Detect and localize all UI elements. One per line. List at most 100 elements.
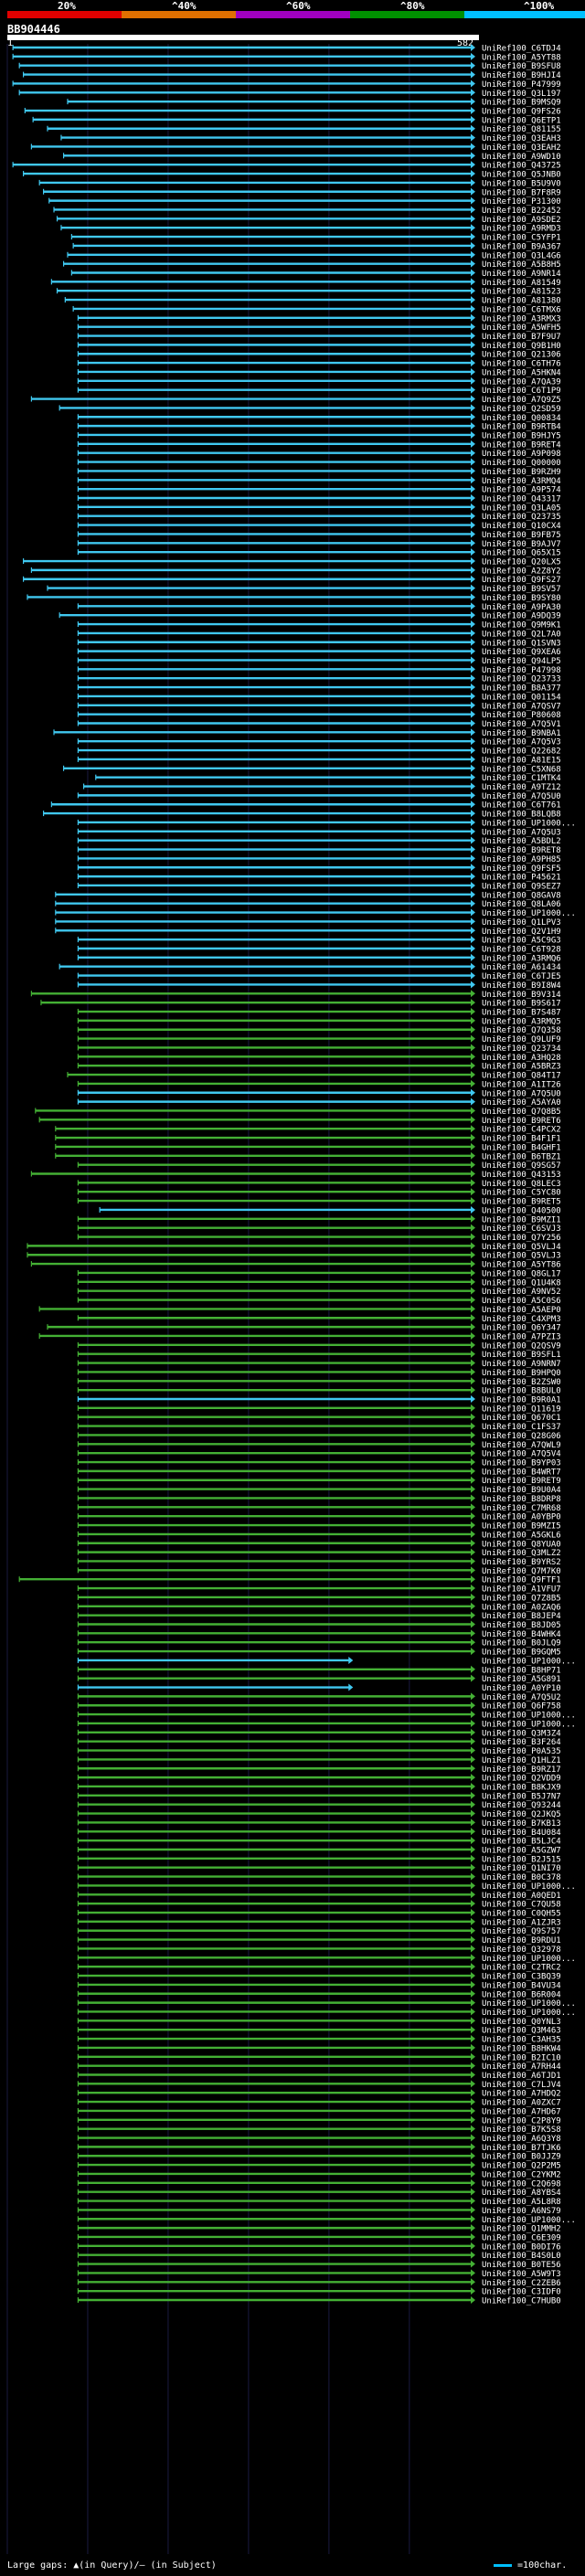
hit-arrow (471, 2017, 475, 2025)
hit-arrow (471, 1954, 475, 1962)
hit-label: UniRef100_P45621 (482, 874, 561, 883)
hit-row: UniRef100_A5C9G3 (77, 936, 561, 946)
hit-label: UniRef100_B8A377 (482, 684, 561, 694)
hit-row: UniRef100_A1IT26 (77, 1079, 561, 1089)
hit-row: UniRef100_Q43317 (77, 494, 561, 504)
hit-label: UniRef100_Q40500 (482, 1206, 561, 1215)
hit-label: UniRef100_A7Q9Z5 (482, 396, 561, 405)
hit-arrow (471, 494, 475, 502)
hit-row: UniRef100_B9I8W4 (77, 981, 561, 991)
hit-label: UniRef100_Q5JNB0 (482, 171, 561, 180)
hit-label: UniRef100_A0YBP0 (482, 1513, 561, 1522)
hit-arrow (471, 728, 475, 737)
hit-label: UniRef100_A5YT88 (482, 53, 561, 62)
hit-arrow (471, 1170, 475, 1178)
hit-arrow (471, 1800, 475, 1808)
hit-arrow (471, 2269, 475, 2277)
hit-row: UniRef100_A0ZAQ6 (77, 1602, 561, 1612)
legend-scale-text: =100char. (517, 2560, 568, 2571)
hit-arrow (471, 1557, 475, 1565)
hit-arrow (471, 2224, 475, 2232)
hit-label: UniRef100_A3RMQ4 (482, 477, 561, 486)
hit-label: UniRef100_Q93244 (482, 1801, 561, 1810)
hit-row: UniRef100_Q1U4K8 (77, 1277, 561, 1288)
hit-label: UniRef100_Q9FTF1 (482, 1576, 561, 1585)
hit-arrow (471, 755, 475, 763)
hit-arrow (471, 1809, 475, 1818)
hit-row: UniRef100_C2ZEB6 (77, 2278, 561, 2288)
hit-row: UniRef100_B2IC10 (77, 2052, 561, 2062)
hit-row: UniRef100_C6T761 (50, 800, 561, 811)
hit-row: UniRef100_A5AEP0 (38, 1305, 561, 1315)
hit-arrow (471, 638, 475, 646)
hit-arrow (471, 1485, 475, 1493)
hit-label: UniRef100_C2ZEB6 (482, 2279, 561, 2288)
hit-row: UniRef100_A81523 (56, 287, 561, 297)
hit-label: UniRef100_B7F8R9 (482, 188, 561, 197)
hit-arrow (348, 1656, 354, 1664)
hit-arrow (471, 323, 475, 331)
hit-label: UniRef100_B9MSQ9 (482, 99, 561, 108)
hit-label: UniRef100_A1ZJR3 (482, 1918, 561, 1927)
hit-arrow (471, 2052, 475, 2061)
hit-row: UniRef100_C6TH76 (77, 359, 561, 369)
hit-label: UniRef100_A9P574 (482, 486, 561, 495)
hit-arrow (471, 1765, 475, 1773)
hit-arrow (471, 260, 475, 268)
hit-row: UniRef100_B9RET9 (77, 1476, 561, 1486)
hit-label: UniRef100_Q8LA06 (482, 900, 561, 909)
hit-arrow (471, 1575, 475, 1584)
hit-row: UniRef100_B9R0A1 (77, 1395, 561, 1405)
hit-label: UniRef100_B9MZI5 (482, 1522, 561, 1532)
hit-arrow (471, 684, 475, 692)
hit-label: UniRef100_B8JD05 (482, 1621, 561, 1630)
hit-arrow (471, 313, 475, 322)
hit-row: UniRef100_B8A377 (77, 684, 561, 694)
hit-label: UniRef100_Q9FS27 (482, 576, 561, 585)
hit-row: UniRef100_B8HP71 (77, 1665, 561, 1675)
hit-label: UniRef100_Q94LP5 (482, 657, 561, 666)
hit-arrow (471, 629, 475, 637)
hit-label: UniRef100_Q23735 (482, 513, 561, 522)
hit-arrow (471, 98, 475, 106)
hit-row: UniRef100_B9SFL1 (77, 1350, 561, 1360)
hit-row: UniRef100_B9GQM5 (77, 1648, 561, 1658)
hit-row: UniRef100_B5J7N7 (77, 1791, 561, 1801)
hit-label: UniRef100_B8LQB8 (482, 811, 561, 820)
ruler-start: 1 (7, 38, 14, 48)
hit-row: UniRef100_C7LJV4 (77, 2080, 561, 2090)
legend-scale-bar (494, 2563, 512, 2567)
hit-label: UniRef100_A5GZW7 (482, 1847, 561, 1856)
scale-label-80: ^80% (400, 0, 425, 12)
hit-row: UniRef100_Q8GL17 (77, 1268, 561, 1278)
hit-label: UniRef100_Q43725 (482, 162, 561, 171)
hit-label: UniRef100_UP1000... (482, 2009, 576, 2018)
hit-label: UniRef100_UP1000... (482, 1882, 576, 1892)
hit-label: UniRef100_B2IC10 (482, 2053, 561, 2062)
hit-label: UniRef100_B9RET5 (482, 1198, 561, 1207)
hit-row: UniRef100_A7Q5U2 (77, 1692, 561, 1702)
hit-row: UniRef100_Q9FS27 (22, 575, 561, 585)
hit-arrow (471, 1891, 475, 1899)
hit-row: UniRef100_B0C378 (77, 1872, 561, 1882)
hit-label: UniRef100_B2ZSW0 (482, 1378, 561, 1387)
hit-row: UniRef100_C1MTK4 (95, 773, 561, 783)
hit-arrow (471, 1224, 475, 1232)
hit-label: UniRef100_Q1LPV3 (482, 918, 561, 928)
hit-arrow (471, 2062, 475, 2070)
identity-color-bar (7, 11, 585, 18)
hit-arrow (471, 404, 475, 412)
hit-arrow (471, 2296, 475, 2304)
hit-row: UniRef100_A5C0S6 (77, 1296, 561, 1306)
hit-row: UniRef100_C0QH55 (77, 1909, 561, 1919)
hit-label: UniRef100_Q3M3Z4 (482, 1729, 561, 1738)
hit-label: UniRef100_C0QH55 (482, 1910, 561, 1919)
hit-row: UniRef100_A2Z8Y2 (30, 566, 561, 576)
hit-row: UniRef100_C3IDF0 (77, 2287, 561, 2297)
hit-arrow (471, 1692, 475, 1701)
hit-arrow (471, 962, 475, 970)
hit-arrow (471, 1341, 475, 1349)
hit-row: UniRef100_Q1NI70 (77, 1863, 561, 1873)
hit-row: UniRef100_UP1000... (55, 908, 576, 918)
hit-row: UniRef100_B9HPQ0 (77, 1368, 561, 1378)
